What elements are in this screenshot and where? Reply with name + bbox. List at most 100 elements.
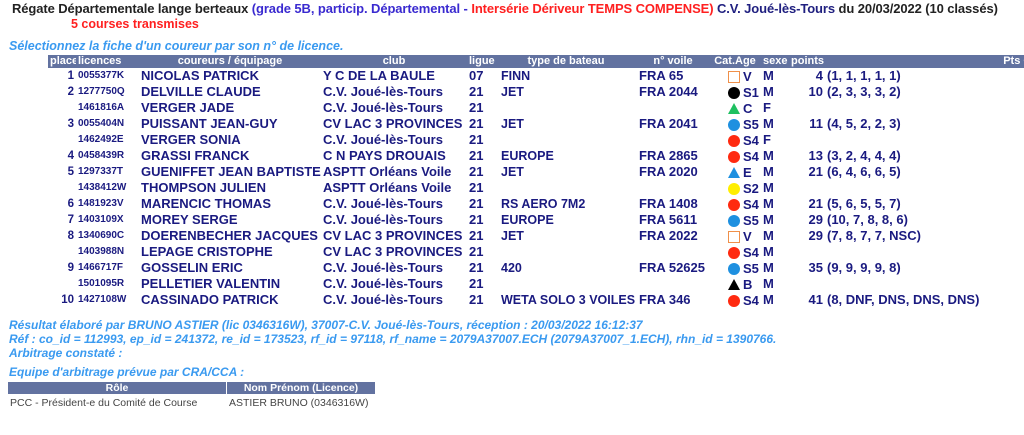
races-count: 5 courses transmises [71,17,199,31]
points [789,276,825,292]
table-row: 1403988N LEPAGE CRISTOPHE CV LAC 3 PROVINC… [48,244,1024,260]
sexe: M [763,68,774,83]
cat-age-label: C [743,100,753,116]
licence-link[interactable]: 1438412W [78,182,127,193]
pts-cnl: - [997,228,1024,244]
col-role: Rôle [8,382,226,394]
licence-link[interactable]: 1297337T [78,166,124,177]
cat-age: S5 [709,116,761,132]
place [48,276,76,292]
sexe: F [763,100,771,115]
race-details: (10, 7, 8, 8, 6) [827,212,908,227]
cat-age-label: S4 [743,292,759,308]
triangle-icon [728,279,740,291]
sail-number: FRA 346 [639,292,691,307]
content: Sélectionnez la fiche d'un coureur par s… [0,39,1024,413]
sailor-name: NICOLAS PATRICK [141,68,259,83]
licence-link[interactable]: 1481923V [78,198,124,209]
club: C.V. Joué-lès-Tours [323,100,443,115]
cat-age-label: B [743,276,753,292]
sailor-name: CASSINADO PATRICK [141,292,279,307]
table-row: 8 1340690C DOERENBECHER JACQUES CV LAC 3 PR… [48,228,1024,244]
table-row: 1438412W THOMPSON JULIEN ASPTT Orléans Voi… [48,180,1024,196]
boat-type [495,100,637,116]
circle-icon [728,118,740,131]
sexe: M [763,164,774,179]
regatta-date: du 20/03/2022 (10 classés) [838,1,998,16]
circle-icon [728,134,740,147]
column-header: type de bateau [495,55,637,68]
table-row: 1461816A VERGER JADE C.V. Joué-lès-Tours 21… [48,100,1024,116]
licence-link[interactable]: 0055404N [78,118,125,129]
pts-cnl: - [997,292,1024,308]
cat-age: E [709,164,761,180]
pts-cnl [997,132,1024,148]
boat-type [495,276,637,292]
cat-age: S5 [709,260,761,276]
licence-link[interactable]: 0055377K [78,70,125,81]
sail-number: FRA 65 [639,68,684,83]
sailor-name: DOERENBECHER JACQUES [141,228,318,243]
column-header: points [789,55,825,68]
pts-cnl [997,276,1024,292]
cat-age: C [709,100,761,116]
pts-cnl: - [997,196,1024,212]
club: CV LAC 3 PROVINCES [323,244,463,259]
points: 21 [808,196,823,211]
club: C.V. Joué-lès-Tours [323,132,443,147]
licence-link[interactable]: 1462492E [78,134,124,145]
table-row: 3 0055404N PUISSANT JEAN-GUY CV LAC 3 PROVI… [48,116,1024,132]
licence-link[interactable]: 1403988N [78,246,125,257]
sail-number: FRA 2022 [639,228,698,243]
sexe: M [763,228,774,243]
licence-link[interactable]: 1403109X [78,214,124,225]
grade-info: (grade 5B, particip. Départemental - [251,1,468,16]
sexe: M [763,244,774,259]
race-details [825,100,997,116]
sail-number: FRA 2041 [639,116,698,131]
licence-link[interactable]: 0458439R [78,150,125,161]
ligue: 21 [469,244,484,259]
sailor-name: PELLETIER VALENTIN [141,276,281,291]
boat-type: JET [501,117,524,131]
race-details: (1, 1, 1, 1, 1) [827,68,901,83]
pts-cnl: - [997,164,1024,180]
sail-number: FRA 5611 [639,212,698,227]
sail-number [637,100,709,116]
points [789,180,825,196]
table-row: 1501095R PELLETIER VALENTIN C.V. Joué-lès-… [48,276,1024,292]
ligue: 21 [469,84,484,99]
boat-type: EUROPE [501,149,554,163]
column-header: club [321,55,467,68]
pts-cnl: - [997,116,1024,132]
circle-icon [728,182,740,195]
ligue: 21 [469,292,484,307]
sailor-name: LEPAGE CRISTOPHE [141,244,273,259]
licence-link[interactable]: 1340690C [78,230,125,241]
triangle-icon [728,167,740,179]
column-header: sexe [761,55,789,68]
boat-type: EUROPE [501,213,554,227]
club: CV LAC 3 PROVINCES [323,116,463,131]
points [789,100,825,116]
circle-icon [728,198,740,211]
table-row: 6 1481923V MARENCIC THOMAS C.V. Joué-lès-To… [48,196,1024,212]
points: 29 [808,212,823,227]
points: 41 [808,292,823,307]
licence-link[interactable]: 1466717F [78,262,124,273]
race-details: (3, 2, 4, 4, 4) [827,148,901,163]
race-details [825,180,997,196]
column-header: coureurs / équipage [139,55,321,68]
licence-link[interactable]: 1461816A [78,102,125,113]
licence-link[interactable]: 1427108W [78,294,127,305]
place: 1 [67,70,74,82]
page-title: Régate Départementale lange berteaux (gr… [12,2,998,16]
licence-link[interactable]: 1277750Q [78,86,125,97]
points: 4 [815,68,823,83]
ligue: 21 [469,212,484,227]
sexe: M [763,260,774,275]
boat-type: WETA SOLO 3 VOILES [501,293,636,307]
licence-link[interactable]: 1501095R [78,278,125,289]
cat-age: S4 [709,196,761,212]
pts-cnl [997,180,1024,196]
